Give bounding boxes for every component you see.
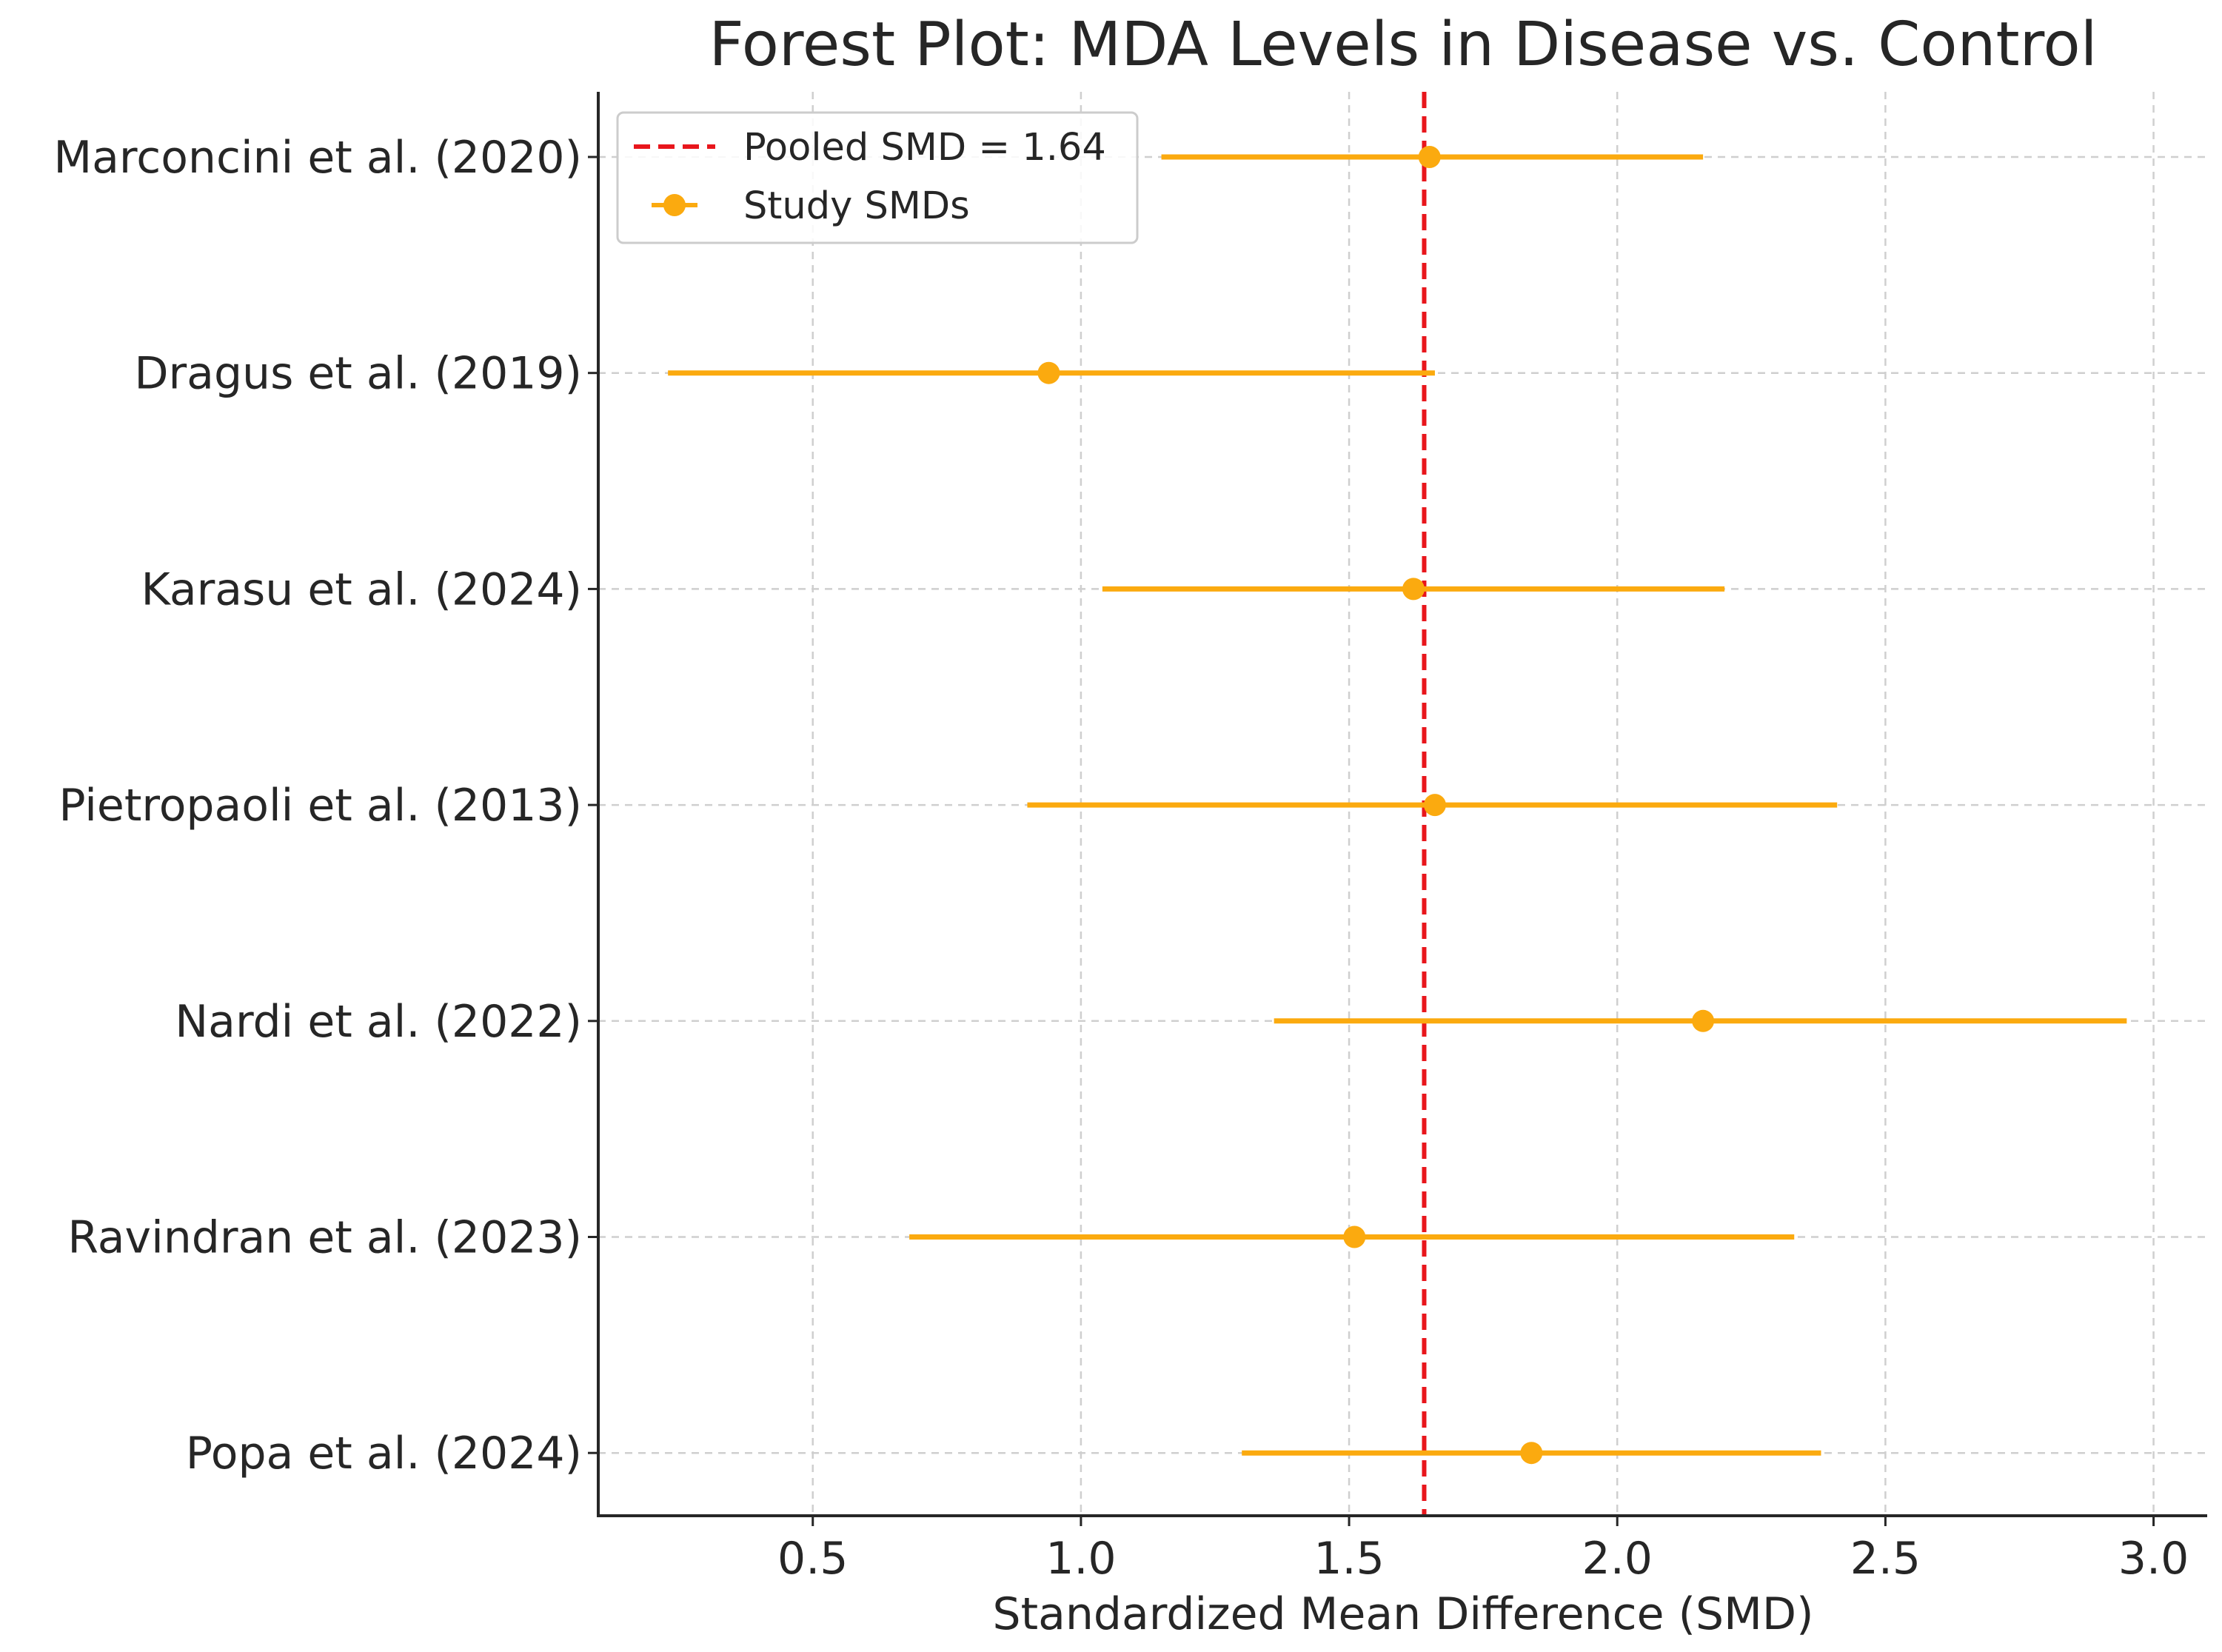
y-tick-label: Karasu et al. (2024)	[141, 564, 582, 615]
legend-pooled-label: Pooled SMD = 1.64	[743, 126, 1106, 170]
y-tick-label: Ravindran et al. (2023)	[67, 1212, 582, 1264]
x-tick-label: 3.0	[2118, 1533, 2189, 1585]
study-marker	[1343, 1225, 1366, 1248]
study-marker	[1692, 1009, 1715, 1032]
y-tick-label: Marconcini et al. (2020)	[53, 132, 582, 184]
legend-study-label: Study SMDs	[743, 184, 970, 228]
study-marker	[1402, 578, 1425, 601]
x-tick-label: 1.0	[1045, 1533, 1116, 1585]
study-marker	[1037, 361, 1060, 384]
legend-box	[616, 111, 1139, 244]
study-marker	[1520, 1442, 1543, 1465]
x-axis-label: Standardized Mean Difference (SMD)	[992, 1588, 1813, 1640]
study-marker	[1418, 146, 1441, 168]
study-marker	[1423, 794, 1446, 817]
y-tick-label: Dragus et al. (2019)	[134, 348, 582, 400]
axes	[597, 92, 2207, 1517]
x-tick-label: 2.0	[1582, 1533, 1653, 1585]
y-tick-label: Nardi et al. (2022)	[175, 996, 582, 1048]
chart-title: Forest Plot: MDA Levels in Disease vs. C…	[709, 10, 2098, 80]
y-tick-label: Pietropaoli et al. (2013)	[58, 780, 582, 832]
y-tick-label: Popa et al. (2024)	[186, 1428, 582, 1479]
x-tick-label: 0.5	[777, 1533, 848, 1585]
x-tick-label: 2.5	[1850, 1533, 1921, 1585]
x-tick-label: 1.5	[1314, 1533, 1384, 1585]
x-tick-labels: 0.5 1.0 1.5 2.0 2.5 3.0	[777, 1516, 2189, 1585]
legend-study-marker	[663, 194, 686, 216]
legend: Pooled SMD = 1.64 Study SMDs	[616, 111, 1139, 244]
study-markers	[1037, 146, 1715, 1465]
y-tick-labels: Marconcini et al. (2020) Dragus et al. (2…	[53, 132, 598, 1479]
